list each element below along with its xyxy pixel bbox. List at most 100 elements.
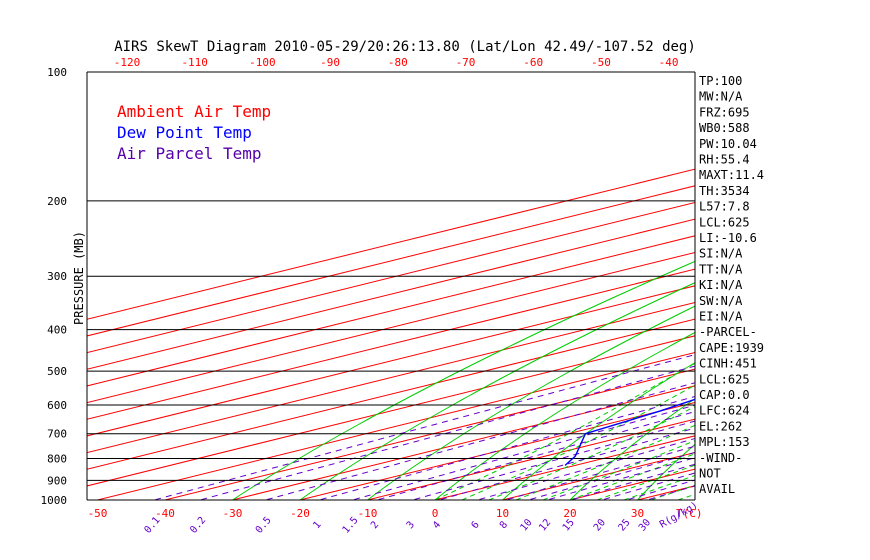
series-line-dew-point-temp (564, 398, 695, 466)
isotherm-line (367, 418, 695, 500)
isotherm-line (840, 72, 870, 500)
isotherm-line (87, 335, 695, 487)
index-item: PW:10.04 (699, 137, 757, 151)
series-line-air-parcel-temp (734, 72, 870, 465)
dry-adiabat-line (773, 72, 870, 500)
pressure-tick-label: 900 (47, 474, 67, 487)
index-item: TP:100 (699, 74, 742, 88)
bottom-temp-tick-label: -50 (88, 507, 108, 520)
bottom-temp-tick-label: -20 (290, 507, 310, 520)
pressure-axis: 100 200 300 400 500 600 700 800 900 1000 (41, 66, 68, 507)
dry-adiabat-line (502, 362, 695, 500)
isotherm-line (87, 168, 695, 320)
pressure-tick-label: 200 (47, 195, 67, 208)
index-item: CINH:451 (699, 357, 757, 371)
isotherm-line (164, 368, 695, 500)
bottom-temp-tick-label: -40 (155, 507, 175, 520)
mixing-ratio-line (350, 404, 695, 500)
isotherm-line (97, 351, 695, 500)
bottom-temp-tick-label: 30 (631, 507, 644, 520)
mixing-ratio-tick-label: 20 (592, 517, 608, 533)
mixing-ratio-tick-label: 6 (470, 520, 482, 532)
bottom-temp-tick-label: 0 (432, 507, 439, 520)
index-item: LI:-10.6 (699, 231, 757, 245)
pressure-tick-label: 600 (47, 399, 67, 412)
mixing-ratio-tick-label: 2 (369, 520, 381, 532)
cape-shading (777, 251, 870, 411)
index-item: KI:N/A (699, 278, 743, 292)
index-item: AVAIL (699, 482, 735, 496)
mixing-ratio-line (437, 427, 695, 500)
isotherm-line (87, 318, 695, 470)
index-item: TH:3534 (699, 184, 750, 198)
legend-entry: Dew Point Temp (117, 123, 252, 142)
legend-entry: Air Parcel Temp (117, 144, 262, 163)
index-item: WB0:588 (699, 121, 750, 135)
index-item: -PARCEL- (699, 325, 757, 339)
bottom-temp-tick-label: 20 (563, 507, 576, 520)
x-axis-label: T(C) (676, 507, 703, 520)
index-item: LFC:624 (699, 404, 750, 418)
index-item: LCL:625 (699, 215, 750, 229)
index-item: -WIND- (699, 451, 742, 465)
mixing-ratio-tick-label: 0.5 (254, 515, 274, 536)
bottom-axis: -50 -40 -30 -20 -10 0 10 20 30 T(C)0.1 0.2 0.5 1 1.5 2… (88, 500, 703, 536)
mixing-ratio-tick-label: 1 (311, 520, 323, 532)
pressure-grid (86, 71, 696, 501)
bottom-temp-tick-label: -30 (223, 507, 243, 520)
moist-adiabat-line (596, 464, 695, 500)
pressure-tick-label: 500 (47, 365, 67, 378)
index-item: SW:N/A (699, 294, 743, 308)
legend-entry: Ambient Air Temp (117, 102, 271, 121)
dry-adiabat-line (232, 260, 695, 500)
mixing-ratio-line (568, 463, 695, 500)
mixing-ratio-line (503, 445, 695, 500)
y-axis-label: PRESSURE (MB) (72, 231, 86, 325)
index-item: FRZ:695 (699, 105, 750, 119)
top-temp-tick-label: -70 (456, 56, 476, 69)
mixing-ratio-tick-label: 12 (537, 517, 553, 533)
pressure-tick-label: 800 (47, 453, 67, 466)
mixing-ratio-line (410, 420, 695, 500)
top-temp-tick-label: -110 (181, 56, 208, 69)
pressure-tick-label: 300 (47, 270, 67, 283)
index-item: SI:N/A (699, 247, 743, 261)
background-lines (87, 72, 870, 500)
moist-adiabat-line (434, 362, 695, 500)
isotherm-line (299, 401, 695, 500)
bottom-temp-tick-label: 10 (496, 507, 509, 520)
top-temp-tick-label: -50 (591, 56, 611, 69)
mixing-ratio-line (545, 457, 695, 500)
index-item: EL:262 (699, 419, 742, 433)
index-item: MAXT:11.4 (699, 168, 764, 182)
moist-adiabat-line (515, 424, 695, 500)
top-temp-tick-labels: -120 -110 -100 -90 -80 -70 -60 -50 -40 (114, 56, 679, 69)
index-item: EI:N/A (699, 310, 743, 324)
isotherm-line (87, 268, 695, 420)
mixing-ratio-line (152, 354, 695, 500)
dry-adiabat-line (299, 282, 695, 500)
dry-adiabat-line (434, 331, 695, 500)
isotherm-line (87, 218, 695, 370)
moist-adiabat-line (650, 484, 695, 500)
profile-lines (564, 72, 870, 466)
index-item: CAPE:1939 (699, 341, 764, 355)
index-item: L57:7.8 (699, 200, 750, 214)
top-temp-tick-label: -120 (114, 56, 141, 69)
isotherm-line (87, 301, 695, 454)
isotherm-line (87, 185, 695, 337)
legend: Ambient Air Temp Dew Point Temp Air Parcel… (117, 102, 271, 163)
dry-adiabat-line (840, 72, 870, 500)
mixing-ratio-line (198, 365, 695, 500)
pressure-tick-label: 400 (47, 324, 67, 337)
index-item: NOT (699, 467, 721, 481)
index-item: LCL:625 (699, 372, 750, 386)
dry-adiabat-line (367, 305, 695, 500)
top-temp-tick-label: -80 (388, 56, 408, 69)
top-temp-tick-label: -100 (249, 56, 276, 69)
mixing-ratio-tick-label: 8 (498, 520, 510, 532)
isotherm-line (87, 235, 695, 387)
top-temp-tick-label: -40 (659, 56, 679, 69)
